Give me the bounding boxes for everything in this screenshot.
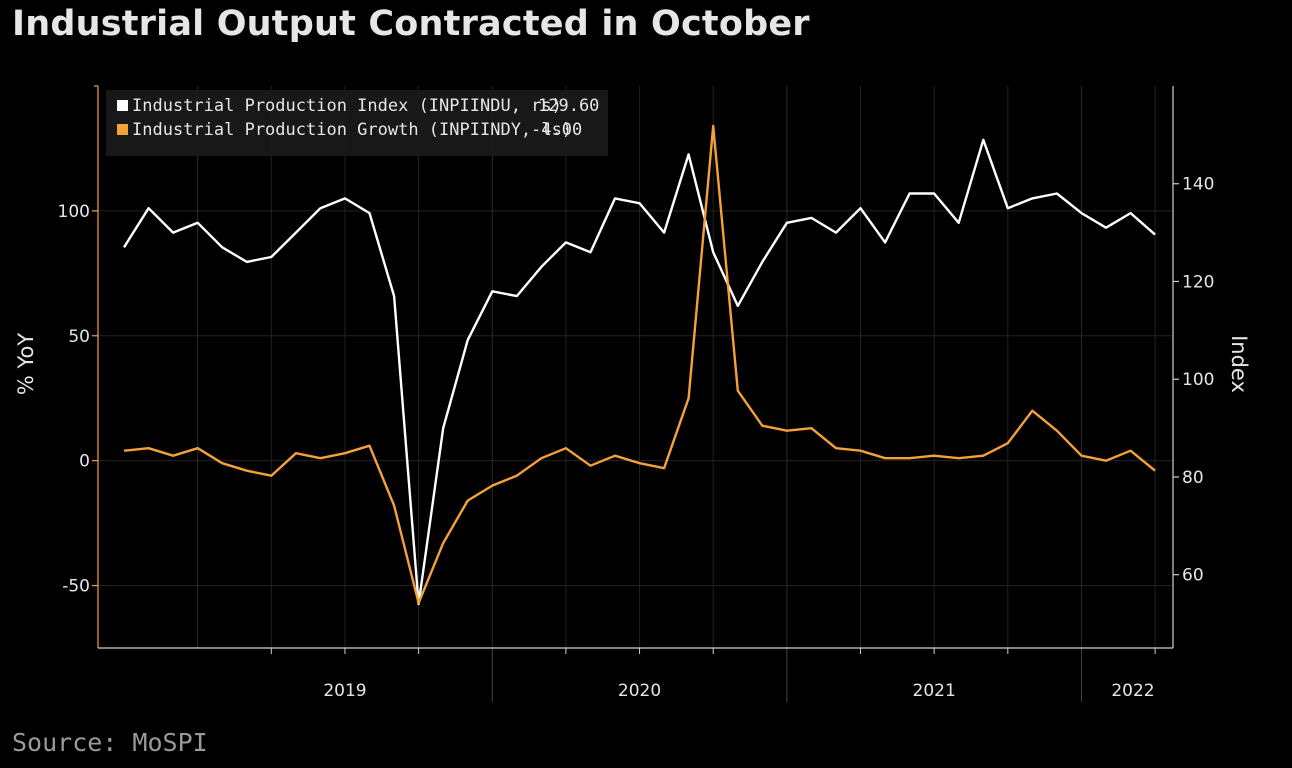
x-tick-label: 2019 bbox=[323, 681, 366, 701]
chart-title: Industrial Output Contracted in October bbox=[12, 4, 810, 44]
left-tick-label: 50 bbox=[68, 327, 90, 347]
left-axis-title: % YoY bbox=[14, 333, 38, 396]
legend-box bbox=[106, 90, 608, 156]
legend-swatch-growth bbox=[117, 124, 128, 135]
legend-label: Industrial Production Index (INPIINDU, r… bbox=[132, 96, 562, 116]
left-tick-label: -50 bbox=[62, 577, 90, 597]
x-tick-label: 2020 bbox=[618, 681, 661, 701]
right-tick-label: 120 bbox=[1182, 272, 1214, 292]
left-tick-label: 0 bbox=[79, 452, 90, 472]
legend-swatch-index bbox=[117, 100, 128, 111]
source-note: Source: MoSPI bbox=[12, 728, 208, 757]
legend-value: 129.60 bbox=[538, 96, 599, 116]
right-tick-label: 80 bbox=[1182, 468, 1204, 488]
right-tick-label: 60 bbox=[1182, 566, 1204, 586]
right-axis-title: Index bbox=[1227, 335, 1251, 393]
x-tick-label: 2021 bbox=[913, 681, 956, 701]
right-tick-label: 140 bbox=[1182, 175, 1214, 195]
growth-series-line bbox=[123, 124, 1156, 605]
legend-value: -4.00 bbox=[531, 120, 582, 140]
left-tick-label: 100 bbox=[58, 202, 90, 222]
legend-label: Industrial Production Growth (INPIINDY, … bbox=[132, 120, 572, 140]
right-tick-label: 100 bbox=[1182, 370, 1214, 390]
x-tick-label: 2022 bbox=[1111, 681, 1154, 701]
index-series-line bbox=[122, 138, 1156, 606]
